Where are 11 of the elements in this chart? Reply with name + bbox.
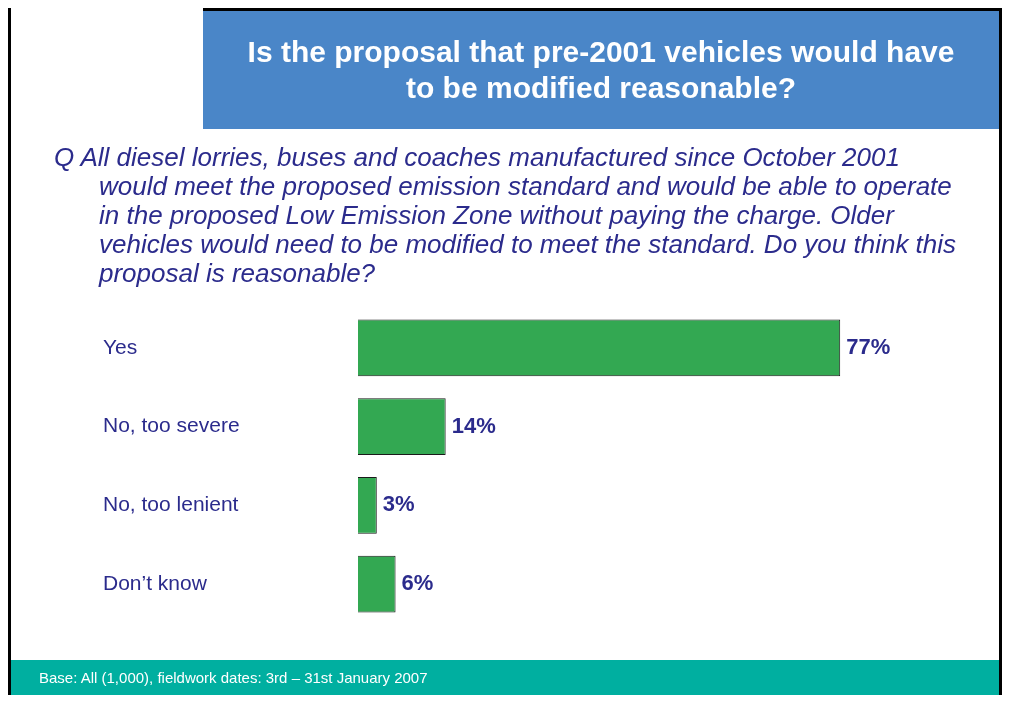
data-label: 77% — [846, 334, 891, 360]
y-tick-label: Yes — [103, 334, 138, 358]
data-label: 3% — [382, 491, 415, 517]
chart-title: Is the proposal that pre-2001 vehicles would have to be modified reasonable? — [246, 34, 956, 106]
data-label: 6% — [401, 570, 434, 596]
chart-subtitle: Q All diesel lorries, buses and coaches manufactured since October 2001 would meet the proposed emission standard and would be able to operate in the proposed Low Emission Zone without paying the charge. Older vehicles would need to be modified to meet the standard. Do you think this proposal is reasonable? — [53, 142, 958, 288]
y-tick-label: No, too lenient — [103, 492, 239, 516]
y-tick-label: No, too severe — [103, 413, 240, 437]
text: Base: All (1,000), fieldwork dates: 3rd – 31st January 2007 — [39, 669, 428, 686]
data-label: 14% — [451, 412, 496, 438]
y-tick-label: Don’t know — [103, 570, 208, 594]
